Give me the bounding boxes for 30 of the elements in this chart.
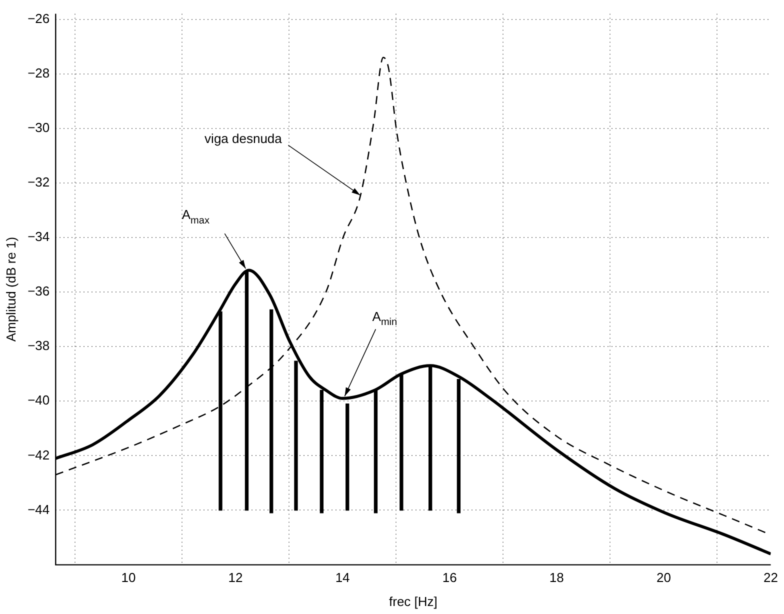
- bar: [346, 404, 350, 511]
- y-tick-label: −38: [28, 338, 50, 354]
- bar: [244, 271, 249, 511]
- annotation: viga desnuda: [204, 130, 283, 146]
- y-tick-label: −26: [28, 10, 50, 26]
- bar: [294, 360, 298, 511]
- y-tick-label: −42: [28, 447, 50, 462]
- y-tick-label: −40: [28, 392, 50, 408]
- bar: [270, 309, 274, 514]
- y-tick-label: −30: [28, 120, 50, 135]
- bar: [218, 311, 222, 511]
- bar: [428, 365, 432, 511]
- x-tick-label: 22: [764, 570, 778, 586]
- x-tick-label: 10: [121, 570, 136, 586]
- bar: [374, 390, 378, 514]
- y-tick-label: −32: [28, 174, 50, 190]
- bar: [456, 378, 461, 514]
- bar: [400, 374, 404, 511]
- y-tick-label: −34: [28, 229, 50, 244]
- y-axis-title: Amplitud (dB re 1): [3, 236, 18, 342]
- y-tick-label: −28: [28, 65, 50, 80]
- bar: [320, 390, 324, 514]
- x-axis-title: frec [Hz]: [389, 594, 438, 609]
- x-tick-label: 16: [442, 570, 457, 586]
- x-tick-label: 18: [549, 570, 564, 586]
- x-tick-label: 14: [335, 570, 350, 586]
- y-tick-label: −44: [28, 502, 50, 517]
- x-tick-label: 12: [228, 570, 243, 586]
- x-tick-label: 20: [656, 570, 671, 586]
- y-tick-label: −36: [28, 284, 50, 299]
